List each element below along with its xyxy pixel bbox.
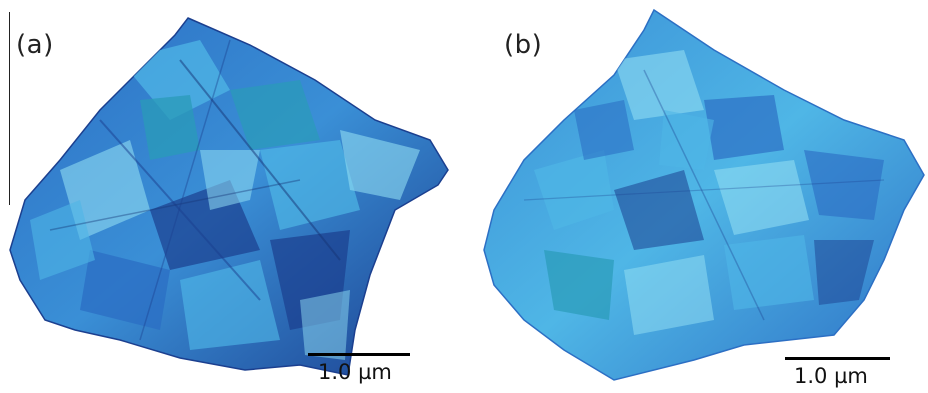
afm-panel-b: (b) xyxy=(464,0,928,393)
crystal-facets-a xyxy=(30,39,420,360)
scale-bar-b xyxy=(785,357,890,360)
crystal-facets-b xyxy=(523,50,885,335)
afm-surface-image-b xyxy=(483,8,925,381)
panel-label-b: (b) xyxy=(504,30,543,60)
scale-bar-label-a: 1.0 µm xyxy=(318,360,392,384)
scale-bar-label-b: 1.0 µm xyxy=(794,364,868,388)
afm-surface-image-a xyxy=(9,17,449,376)
panel-label-a: (a) xyxy=(16,30,54,60)
scale-bar-a xyxy=(308,353,410,356)
vertical-rule xyxy=(9,12,10,205)
afm-panel-a: (a) xyxy=(9,12,449,384)
